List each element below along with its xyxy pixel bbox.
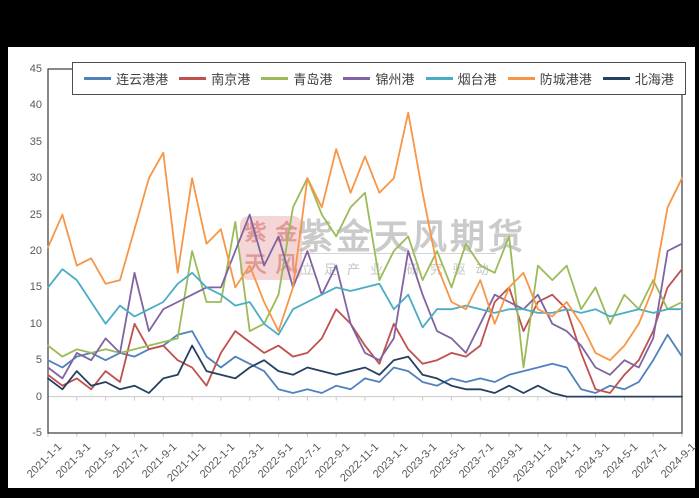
y-axis-tick-label: 45 [29,63,42,75]
series-line-青岛港 [47,177,683,369]
chart-panel [8,47,695,488]
legend-item-北海港: 北海港 [602,69,674,88]
y-axis-tick-label: 20 [29,245,42,257]
series-line-锦州港 [47,213,683,380]
legend-label: 锦州港 [375,72,415,87]
y-axis-tick-label: 10 [29,317,42,330]
y-axis-tick-label: 15 [29,281,42,294]
watermark-slogan-text: 立足产业 研究驱动 [301,262,499,277]
watermark-divider [300,253,496,254]
legend-label: 烟台港 [457,72,497,87]
legend-label: 青岛港 [293,72,333,87]
legend-line-swatch [602,77,630,80]
legend-line-swatch [507,77,535,80]
y-axis-tick-label: 25 [29,208,42,221]
series-line-防城港港 [47,111,683,362]
legend-item-烟台港: 烟台港 [425,69,497,88]
chart-legend: 连云港港 南京港 青岛港 锦州港 烟台港 防城港港 北海港 [72,62,686,95]
y-axis-tick-label: 30 [29,172,42,185]
legend-label: 防城港港 [539,72,592,87]
legend-line-swatch [425,77,453,80]
series-line-北海港 [47,344,683,398]
watermark-seal-char: 金 [275,219,298,245]
legend-line-swatch [261,77,289,80]
legend-line-swatch [179,77,207,80]
legend-label: 南京港 [211,72,251,87]
y-axis-tick-label: 5 [35,354,42,367]
legend-item-南京港: 南京港 [179,69,250,88]
legend-item-青岛港: 青岛港 [261,69,332,88]
legend-label: 北海港 [634,72,674,87]
series-line-烟台港 [47,268,683,336]
legend-line-swatch [343,77,371,80]
legend-item-锦州港: 锦州港 [343,69,415,88]
y-axis-tick-label: 40 [29,99,42,112]
y-axis-tick-label: -5 [32,427,42,439]
y-axis-tick-label: 0 [35,390,42,403]
watermark-brand-text: 紫金天风期货 [298,218,527,257]
legend-item-连云港港: 连云港港 [84,69,168,88]
legend-label: 连云港港 [116,72,169,87]
legend-line-swatch [84,77,112,80]
series-line-南京港 [47,268,683,394]
y-axis-tick-label: 35 [29,135,42,148]
legend-item-防城港港: 防城港港 [507,69,592,88]
